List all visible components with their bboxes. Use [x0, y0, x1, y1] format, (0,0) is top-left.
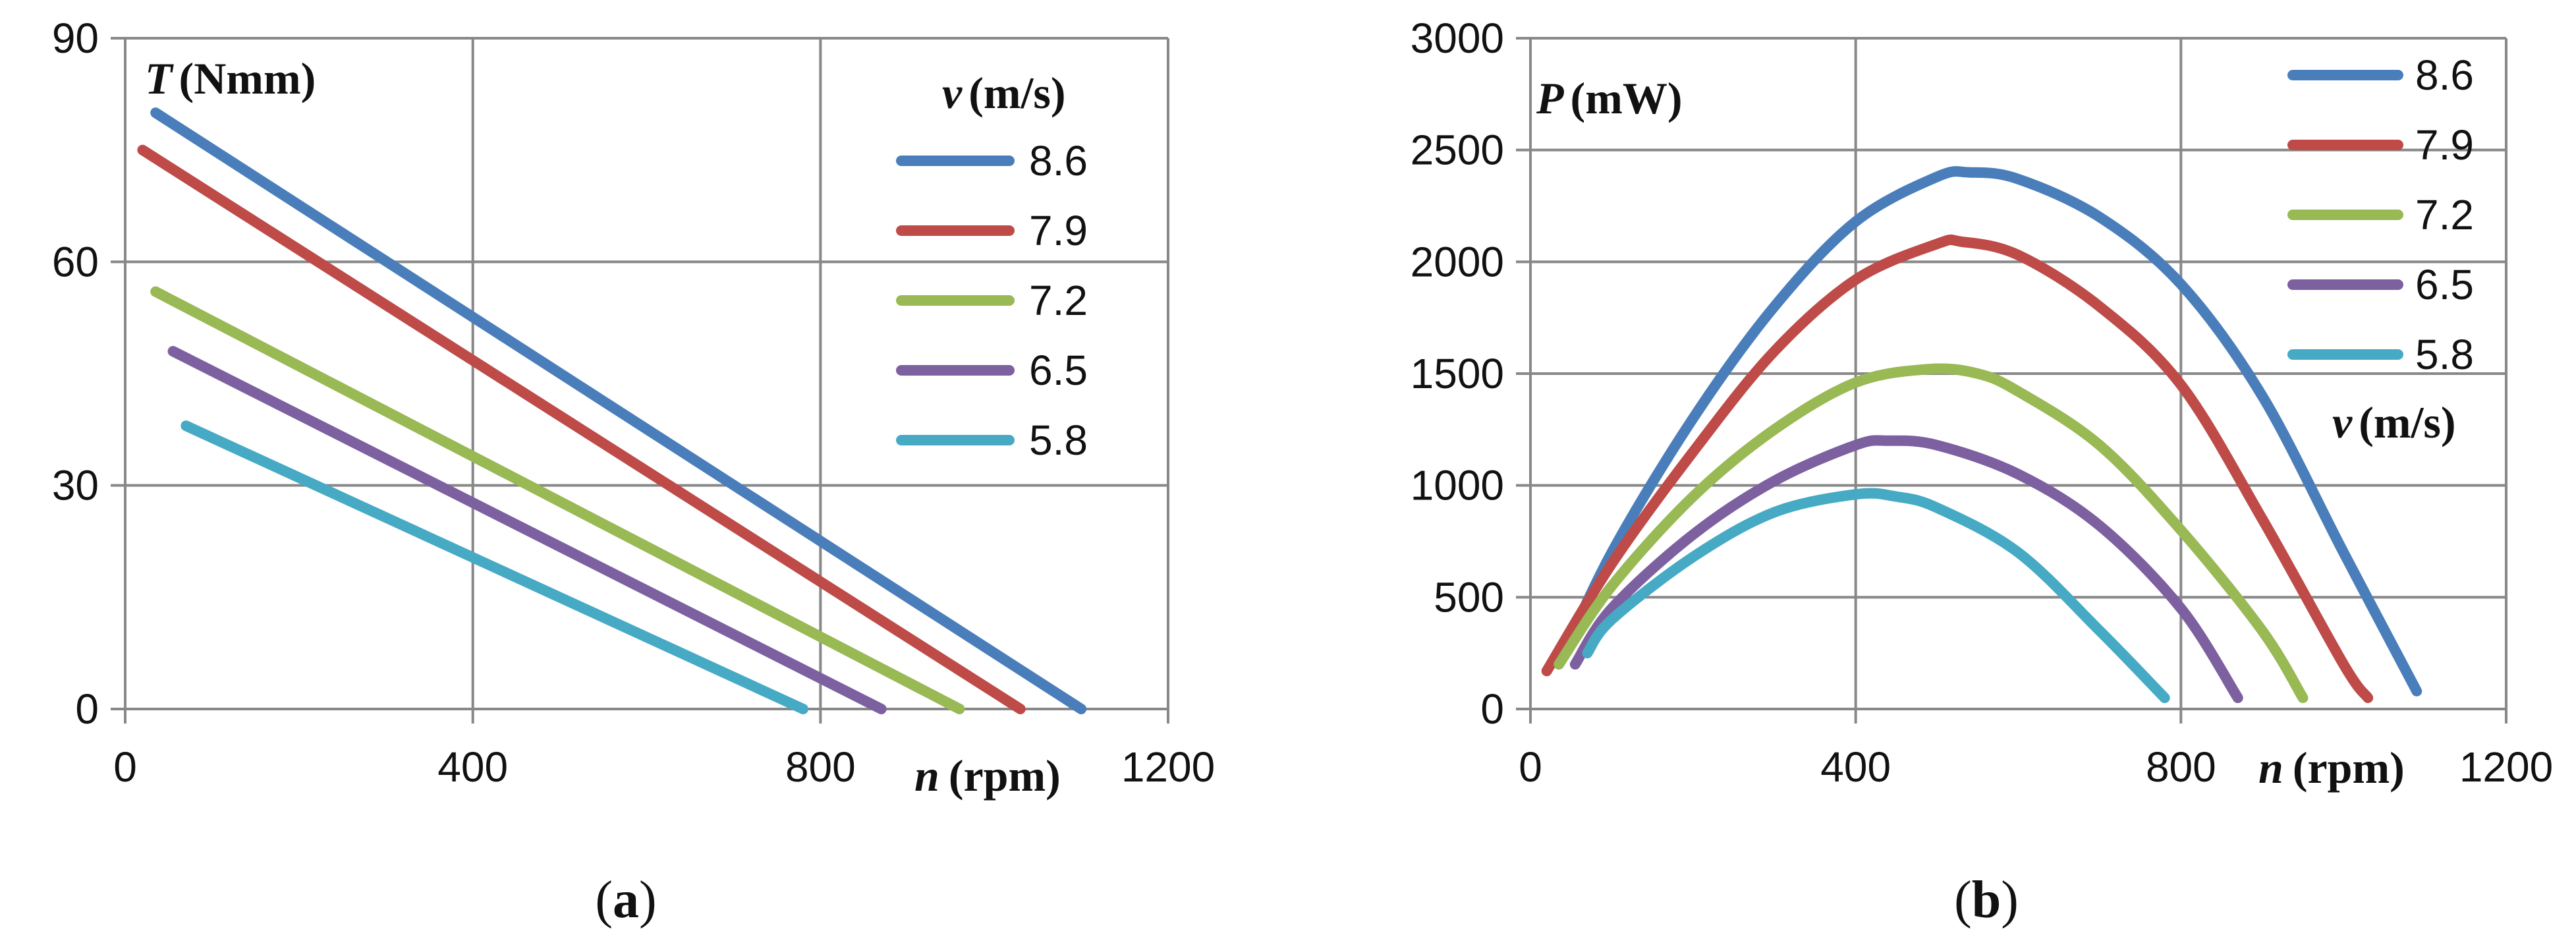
y-tick-label: 3000 — [1411, 14, 1504, 62]
legend-label: 7.9 — [1029, 207, 1088, 254]
ylabel-a: T (Nmm) — [145, 53, 316, 103]
legend-label: 5.8 — [2415, 331, 2474, 378]
caption-a: (a) — [595, 871, 656, 929]
x-tick-label: 0 — [113, 743, 137, 791]
x-tick-label: 800 — [2146, 743, 2216, 791]
y-tick-label: 2000 — [1411, 238, 1504, 285]
legend-label: 8.6 — [2415, 51, 2474, 99]
y-tick-label: 60 — [52, 238, 99, 285]
series-line-5.8 — [181, 420, 808, 714]
series-line-7.2 — [150, 286, 965, 714]
y-tick-label: 1000 — [1411, 462, 1504, 509]
series-group-b — [1541, 166, 2422, 704]
x-tick-label: 1200 — [2459, 743, 2553, 791]
legend-label: 7.2 — [1029, 277, 1088, 324]
legend-label: 5.8 — [1029, 416, 1088, 464]
ylabel-b: P (mW) — [1536, 73, 1682, 123]
legend-b: 8.6 7.9 7.2 6.5 5.8 — [2287, 51, 2474, 378]
chart-panel-b: 0 400 800 1200 0 500 1000 1500 2000 2500 3000 P (mW… — [1411, 14, 2554, 929]
x-tick-label: 400 — [437, 743, 508, 791]
series-line-5.8 — [1582, 488, 2170, 704]
x-tick-label: 800 — [785, 743, 856, 791]
x-tick-label: 400 — [1820, 743, 1891, 791]
xlabel-b: n (rpm) — [2258, 743, 2405, 793]
series-line-7.9 — [1541, 234, 2374, 704]
series-line-8.6 — [1554, 166, 2422, 696]
legend-a: 8.6 7.9 7.2 6.5 5.8 — [896, 137, 1088, 464]
series-line-8.6 — [150, 107, 1087, 714]
xlabel-a: n (rpm) — [914, 751, 1061, 801]
legend-title-a: v (m/s) — [942, 68, 1065, 118]
series-group-a — [137, 107, 1087, 714]
y-tick-label: 1500 — [1411, 350, 1504, 397]
x-tick-label: 0 — [1519, 743, 1542, 791]
legend-label: 6.5 — [1029, 347, 1088, 394]
legend-title-b: v (m/s) — [2332, 397, 2455, 447]
caption-b: (b) — [1954, 871, 2019, 929]
y-tick-label: 500 — [1434, 573, 1504, 621]
series-line-6.5 — [167, 346, 887, 714]
y-tick-label: 0 — [75, 685, 99, 733]
y-tick-label: 30 — [52, 462, 99, 509]
ticks-a: 0 400 800 1200 0 30 60 90 — [52, 14, 1215, 791]
legend-label: 7.9 — [2415, 121, 2474, 169]
y-tick-label: 90 — [52, 14, 99, 62]
grid-b — [1516, 37, 2507, 724]
series-line-7.2 — [1554, 363, 2309, 704]
y-tick-label: 0 — [1480, 685, 1504, 733]
legend-label: 8.6 — [1029, 137, 1088, 185]
x-tick-label: 1200 — [1121, 743, 1215, 791]
series-line-7.9 — [137, 144, 1026, 714]
legend-label: 6.5 — [2415, 261, 2474, 308]
grid-a — [111, 37, 1169, 724]
legend-label: 7.2 — [2415, 191, 2474, 239]
series-line-6.5 — [1569, 435, 2243, 704]
y-tick-label: 2500 — [1411, 127, 1504, 174]
ticks-b: 0 400 800 1200 0 500 1000 1500 2000 2500 3000 — [1411, 14, 2554, 791]
